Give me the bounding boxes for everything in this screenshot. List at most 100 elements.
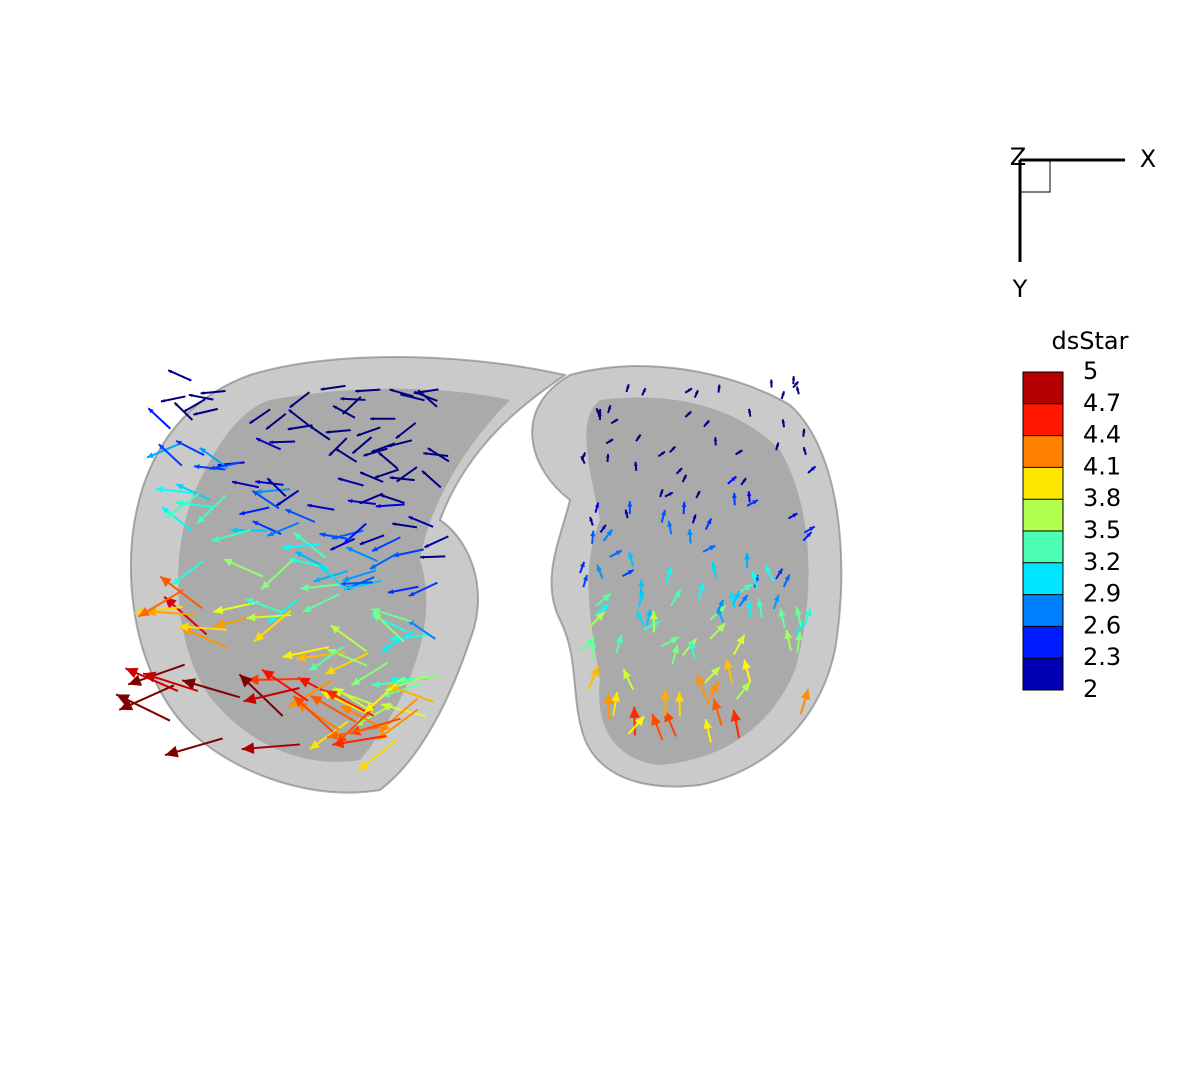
z-axis-label: Z <box>1010 143 1026 171</box>
vector-arrow <box>267 598 299 624</box>
arrow-head <box>420 555 424 559</box>
vector-arrow <box>729 591 736 609</box>
arrow-shaft <box>320 384 346 391</box>
vector-arrow <box>594 502 600 513</box>
arrow-head <box>651 713 662 726</box>
vector-arrow <box>146 442 180 459</box>
arrow-head <box>269 440 274 444</box>
arrow-head <box>371 607 381 616</box>
arrow-head <box>307 503 312 508</box>
arrow-head <box>718 599 724 607</box>
vector-arrow <box>326 726 379 741</box>
arrow-head <box>424 543 429 548</box>
vector-arrow <box>744 553 751 569</box>
vector-arrow <box>645 609 652 626</box>
arrow-shaft <box>255 480 284 486</box>
vector-arrow <box>269 440 296 444</box>
vector-arrow <box>243 687 300 705</box>
arrow-head <box>716 623 726 633</box>
arrow-shaft <box>400 393 425 402</box>
arrow-head <box>642 388 646 393</box>
arrow-head <box>687 388 692 392</box>
arrow-head <box>200 391 205 395</box>
arrow-head <box>213 605 224 615</box>
vector-arrow <box>625 384 630 393</box>
arrow-head <box>388 589 394 594</box>
arrow-head <box>742 659 751 670</box>
vector-arrow <box>285 508 316 523</box>
arrow-shaft <box>423 452 449 458</box>
left-lung <box>129 356 568 794</box>
vector-arrow <box>624 509 629 519</box>
legend-label: 2.9 <box>1083 580 1121 608</box>
vector-arrow <box>731 492 737 506</box>
arrow-head <box>733 590 740 599</box>
arrow-head <box>791 376 796 380</box>
vector-arrow <box>731 590 741 606</box>
arrow-shaft <box>343 522 367 545</box>
vector-arrow <box>629 706 640 736</box>
arrow-head <box>387 443 392 448</box>
vector-arrow <box>622 668 635 690</box>
arrow-shaft <box>377 451 399 470</box>
vector-arrow <box>161 506 193 532</box>
arrow-head <box>696 490 700 495</box>
arrow-head <box>148 408 154 414</box>
vector-arrow <box>610 418 619 425</box>
vector-arrow <box>795 631 803 653</box>
legend-label: 3.2 <box>1083 548 1121 576</box>
arrow-head <box>330 546 335 550</box>
arrow-head <box>738 450 743 454</box>
vector-arrow <box>377 451 399 470</box>
arrow-head <box>183 408 188 412</box>
vector-arrow <box>374 468 400 479</box>
arrow-head <box>794 606 803 616</box>
vector-arrow <box>641 387 647 396</box>
arrow-shaft <box>387 585 419 594</box>
vector-arrow <box>772 594 780 610</box>
vector-arrow <box>198 446 229 469</box>
arrow-shaft <box>231 480 260 489</box>
arrow-head <box>329 451 333 456</box>
vector-arrow <box>381 630 415 653</box>
vector-arrow <box>255 479 284 486</box>
vector-arrow <box>738 594 749 607</box>
vector-arrow <box>635 434 642 442</box>
arrow-head <box>809 526 815 532</box>
vector-arrow <box>261 668 309 702</box>
arrow-shaft <box>160 395 186 403</box>
arrow-head <box>247 674 259 685</box>
vector-arrow <box>595 407 601 417</box>
arrow-head <box>389 388 394 393</box>
arrow-head <box>741 682 750 692</box>
arrow-head <box>681 501 687 508</box>
arrow-shaft <box>334 447 358 463</box>
arrow-head <box>145 607 156 617</box>
arrow-shaft <box>424 535 449 549</box>
arrow-head <box>615 550 622 556</box>
vector-arrow <box>345 546 378 562</box>
vector-arrow <box>211 528 251 543</box>
arrow-head <box>378 452 383 457</box>
arrow-head <box>636 610 643 619</box>
vector-arrow <box>684 387 693 394</box>
vector-arrow <box>649 610 658 633</box>
vector-arrow <box>193 407 218 416</box>
arrow-head <box>267 478 272 483</box>
arrow-head <box>373 612 382 621</box>
vector-arrow <box>792 380 800 389</box>
legend-band <box>1023 531 1063 563</box>
vector-arrow <box>356 426 381 437</box>
arrow-shaft <box>389 388 414 398</box>
arrow-shaft <box>356 426 381 437</box>
legend-band <box>1023 658 1063 690</box>
vector-arrow <box>340 581 373 587</box>
arrow-head <box>352 449 357 454</box>
arrow-head <box>138 606 151 617</box>
vector-arrow <box>370 417 396 421</box>
arrow-shaft <box>307 504 335 511</box>
arrow-head <box>193 412 198 416</box>
arrow-shaft <box>408 515 434 528</box>
vector-arrow <box>231 480 260 489</box>
arrow-shaft <box>389 476 415 482</box>
